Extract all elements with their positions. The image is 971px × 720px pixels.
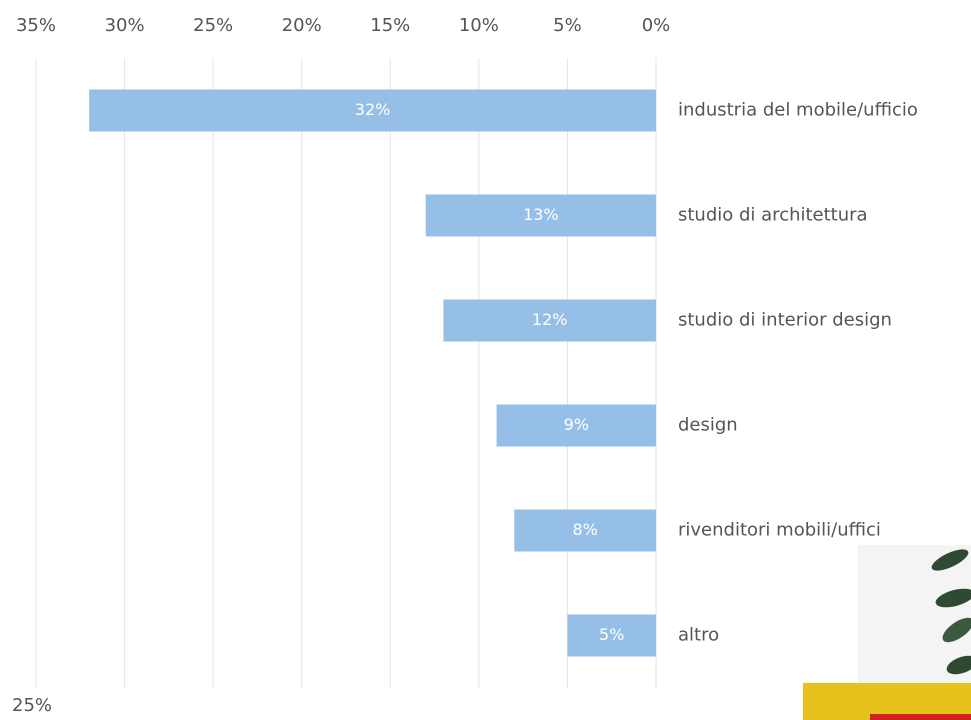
value-label: 12% [532,310,568,329]
value-label: 13% [523,205,559,224]
category-label: studio di interior design [678,310,892,331]
value-label: 8% [572,520,597,539]
value-label: 9% [564,415,589,434]
annotation: 25% [12,695,52,716]
category-label: industria del mobile/ufficio [678,100,918,121]
category-label: altro [678,625,719,646]
x-tick-label: 25% [193,15,233,36]
chart: 25% 35% 30% 25% 20% 15% 10% 5% 0% 32% industria d… [0,0,971,720]
x-tick-label: 0% [642,15,671,36]
category-label: rivenditori mobili/uffici [678,520,881,541]
x-tick-label: 35% [16,15,56,36]
category-label: design [678,415,738,436]
x-tick-label: 15% [370,15,410,36]
x-tick-label: 30% [105,15,145,36]
x-tick-label: 20% [282,15,322,36]
decoration [803,545,971,720]
category-label: studio di architettura [678,205,868,226]
x-tick-label: 5% [553,15,582,36]
value-label: 32% [355,100,391,119]
value-label: 5% [599,625,624,644]
x-tick-label: 10% [459,15,499,36]
